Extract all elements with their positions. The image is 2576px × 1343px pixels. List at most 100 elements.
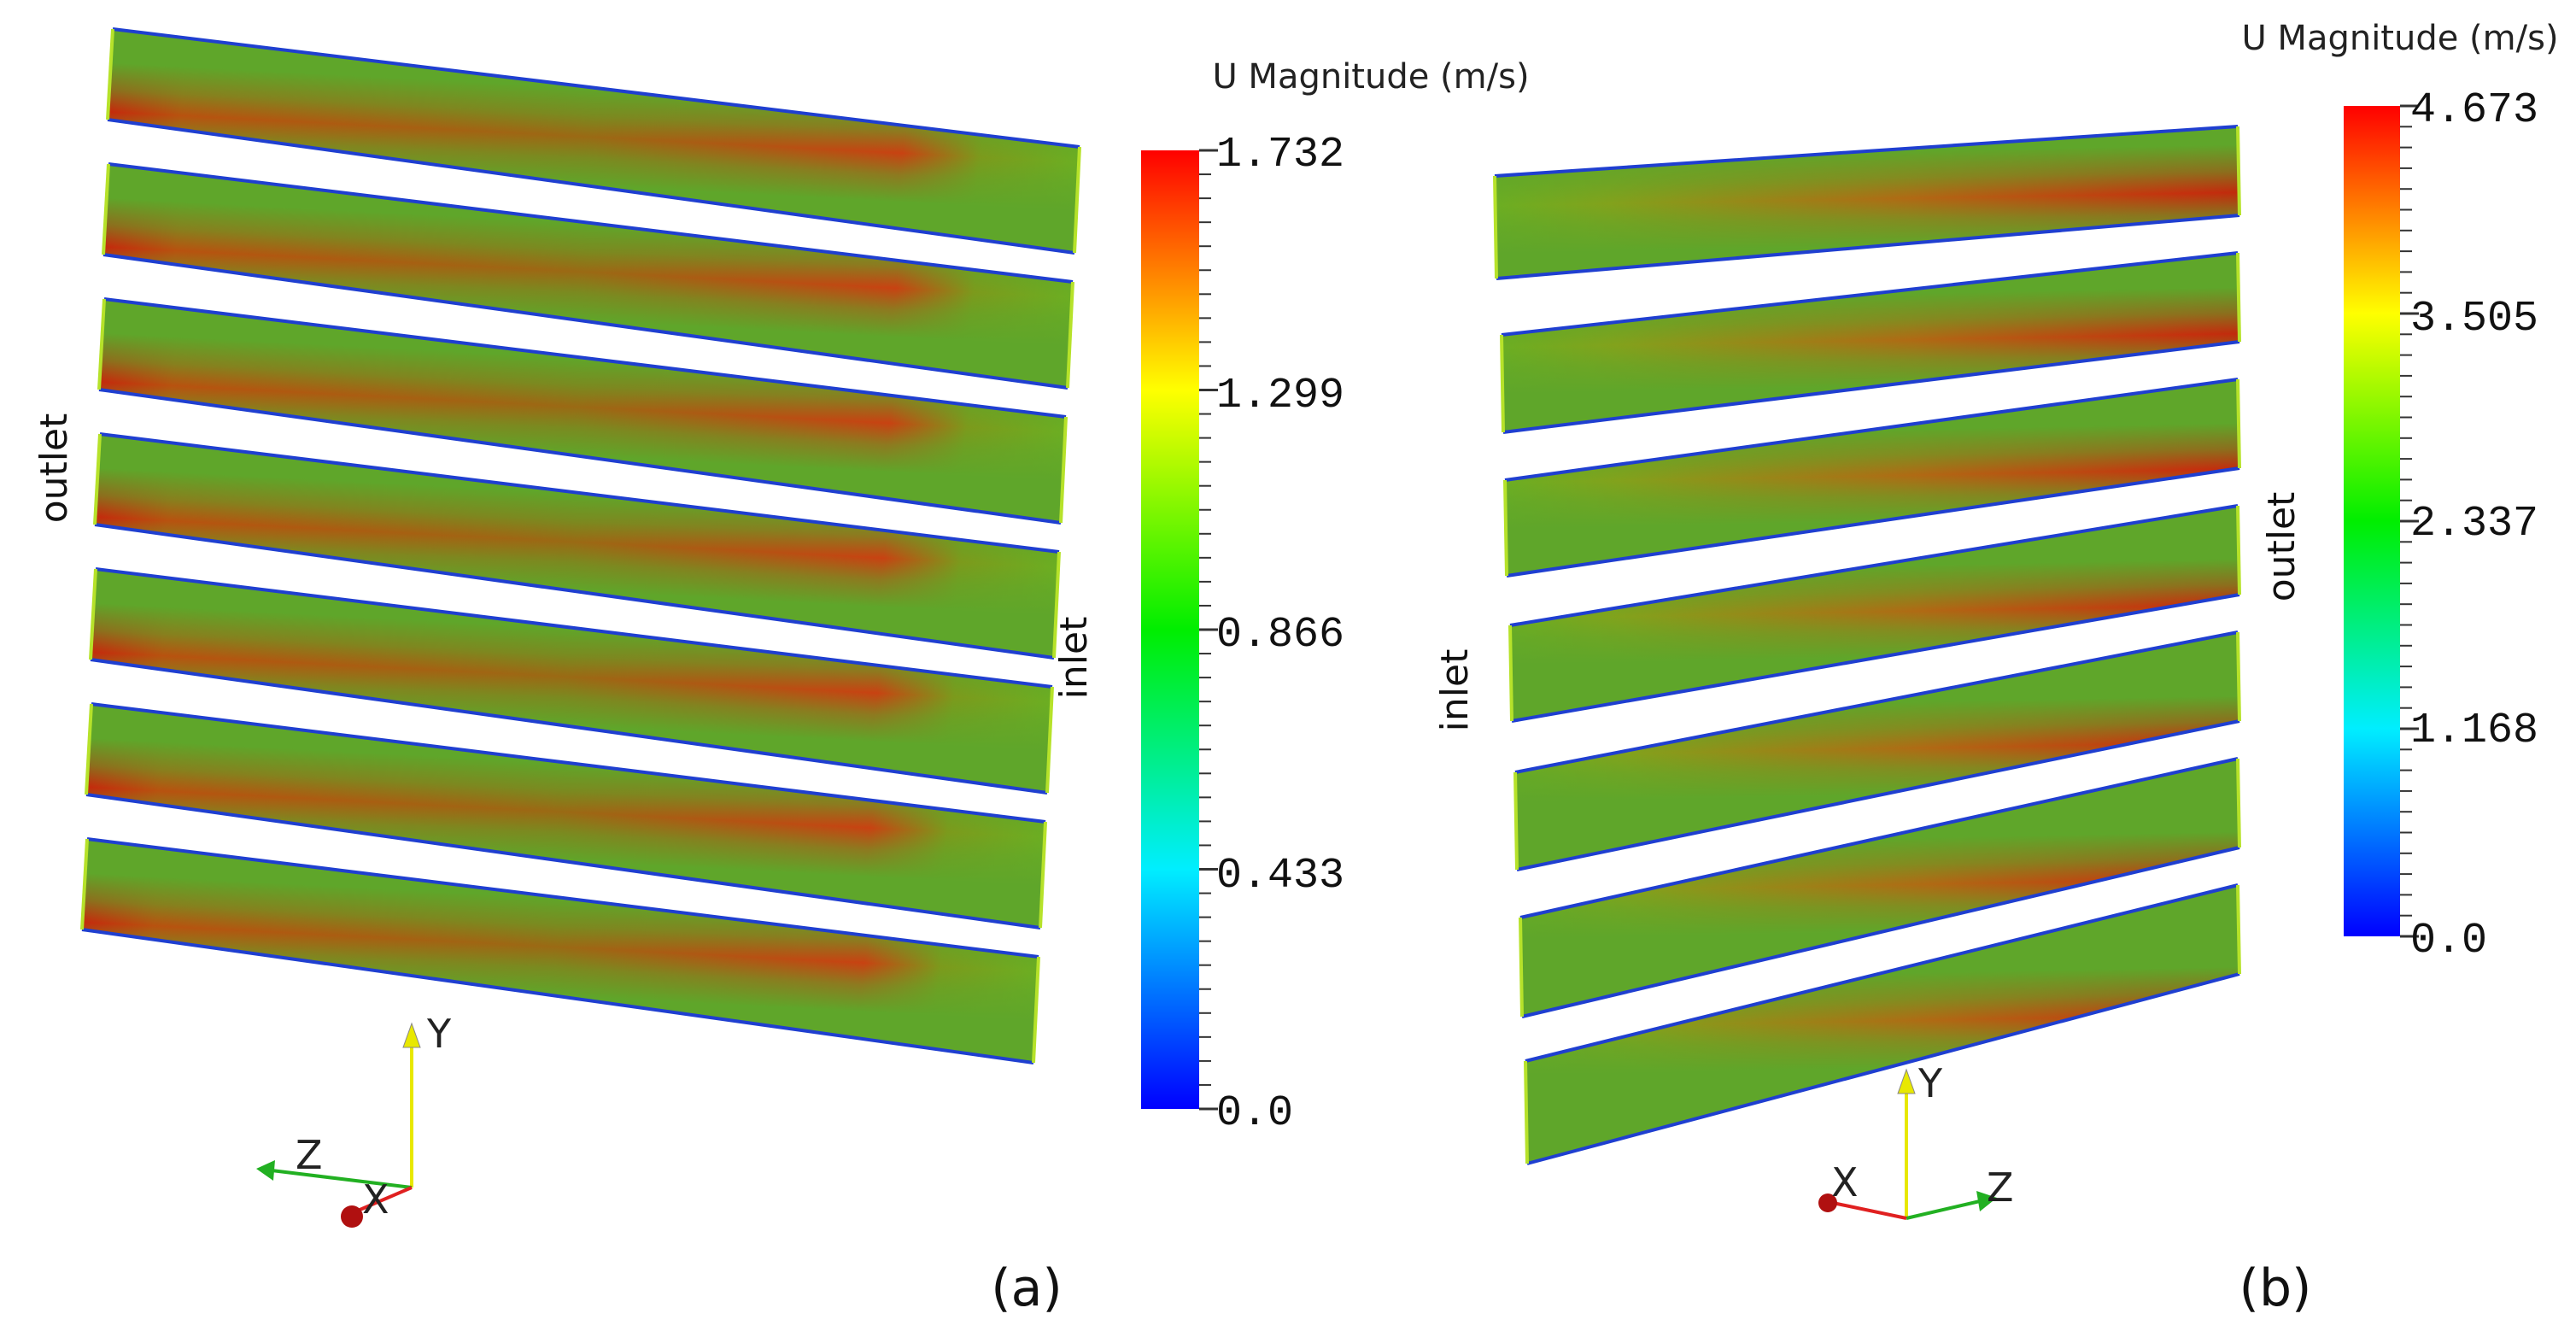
axis-label-x-a: X [362,1176,389,1223]
channel-stack-a [80,27,1081,1064]
channel-end-left [1503,479,1508,577]
channel-bulk-b-0 [1495,126,2239,279]
channel-b-2 [1503,378,2241,578]
channel-wall-bottom [102,253,1068,390]
channel-end-right [2236,126,2241,216]
channel-bulk-b-3 [1510,506,2239,721]
channel-b-0 [1493,125,2241,280]
channel-end-right [1059,416,1068,524]
channel-a-0 [106,27,1081,255]
channel-wall-top [99,432,1060,554]
channel-bulk-b-6 [1525,885,2239,1164]
panel-a: outlet inlet U Magnitude (m/s) 1.732 1.2… [32,27,1530,1318]
channel-wall-top [1504,378,2239,482]
colorbar-title-a: U Magnitude (m/s) [1212,57,1529,97]
channel-end-left [85,703,93,795]
channel-wall-top [86,837,1039,959]
channel-wall-top [112,27,1080,149]
channel-end-left [1519,917,1524,1018]
channel-wall-bottom [1506,466,2240,578]
channel-end-left [89,568,97,660]
axis-label-z-b: Z [1987,1164,2014,1211]
channel-wall-bottom [98,388,1062,525]
channel-end-left [93,433,102,525]
colorbar-ticks-a [1199,149,1218,1111]
channel-bulk-a-3 [95,434,1059,658]
channel-a-5 [85,702,1047,930]
channel-bulk-a-5 [86,704,1045,928]
inlet-label-a: inlet [1052,617,1096,700]
channel-end-left [80,838,89,930]
colorbar-tick-label-a-1: 1.299 [1216,372,1344,420]
panel-b: inlet outlet U Magnitude (m/s) 4.673 3.5… [1433,19,2559,1318]
channel-wall-bottom [94,523,1055,660]
channel-end-right [1032,956,1040,1064]
channel-end-right [2236,758,2241,848]
colorbar-a [1141,150,1199,1109]
channel-wall-bottom [1526,972,2240,1165]
channel-end-left [1508,625,1513,722]
outlet-label-a: outlet [32,413,76,524]
channel-bulk-b-2 [1505,379,2239,576]
channel-a-6 [80,837,1040,1064]
channel-end-left [1524,1060,1529,1164]
channel-stack-b [1493,125,2241,1165]
channel-end-right [1039,821,1047,929]
channel-end-right [1052,551,1061,659]
colorbar-tick-label-b-2: 2.337 [2410,500,2538,548]
channel-wall-bottom [107,118,1075,255]
axis-label-y-a: Y [426,1011,452,1057]
channel-wall-bottom [1511,593,2240,723]
channel-b-1 [1500,251,2241,434]
axis-label-y-b: Y [1917,1060,1943,1106]
colorbar-tick-label-a-3: 0.433 [1216,852,1344,900]
channel-end-left [1500,334,1505,433]
channel-wall-bottom [90,658,1048,795]
panel-label-b: (b) [2239,1258,2312,1318]
channel-wall-top [108,162,1074,284]
channel-bulk-a-4 [91,569,1052,793]
channel-b-6 [1524,883,2241,1165]
channel-bulk-a-0 [108,29,1080,253]
channel-wall-top [1494,125,2239,178]
channel-wall-top [1501,251,2239,337]
channel-wall-top [1525,883,2239,1063]
channel-end-right [2236,631,2241,722]
axis-label-x-b: X [1831,1159,1859,1205]
axis-triad-b: Y X Z [1818,1060,2014,1220]
colorbar-tick-label-a-4: 0.0 [1216,1089,1293,1138]
channel-wall-bottom [85,793,1041,930]
channel-wall-bottom [1496,214,2240,280]
channel-end-left [102,163,110,255]
channel-end-right [2236,884,2241,975]
colorbar-title-b: U Magnitude (m/s) [2241,19,2558,58]
channel-bulk-a-2 [99,299,1066,523]
channel-end-left [1493,175,1498,279]
colorbar-tick-label-b-0: 4.673 [2410,86,2538,135]
colorbar-b [2344,106,2400,936]
colorbar-tick-label-a-2: 0.866 [1216,611,1344,660]
channel-b-4 [1513,630,2241,871]
channel-wall-top [1514,630,2239,774]
channel-end-right [2236,505,2241,595]
channel-a-1 [102,162,1074,390]
channel-end-left [1513,771,1519,871]
channel-end-right [1066,281,1074,389]
channel-end-left [97,298,106,390]
channel-wall-bottom [1521,846,2240,1018]
channel-wall-top [103,297,1067,419]
colorbar-tick-label-b-4: 0.0 [2410,917,2487,965]
channel-a-3 [93,432,1061,660]
channel-end-right [1045,686,1054,794]
channel-bulk-b-5 [1520,759,2239,1017]
channel-wall-top [1519,757,2239,919]
channel-end-right [1073,146,1081,254]
channel-wall-bottom [81,928,1034,1064]
channel-wall-bottom [1502,340,2240,434]
inlet-label-b: inlet [1433,649,1477,732]
channel-wall-top [95,567,1053,689]
channel-bulk-b-4 [1515,632,2239,870]
colorbar-tick-label-a-0: 1.732 [1216,131,1344,179]
channel-a-4 [89,567,1054,795]
